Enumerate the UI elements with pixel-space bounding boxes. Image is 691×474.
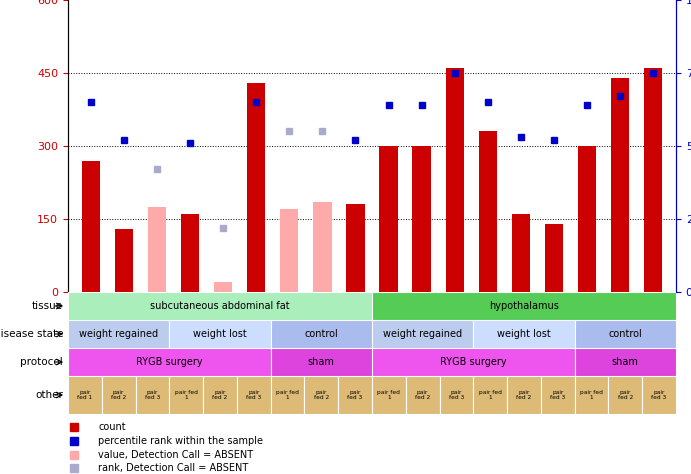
Bar [346, 204, 365, 292]
Bar [611, 78, 629, 292]
Bar [545, 224, 563, 292]
Text: pair fed
1: pair fed 1 [175, 390, 198, 401]
Bar [203, 376, 237, 414]
Bar [479, 131, 497, 292]
Bar [247, 83, 265, 292]
Text: sham: sham [612, 357, 638, 367]
Bar [338, 376, 372, 414]
Text: weight regained: weight regained [383, 329, 462, 339]
Bar [82, 161, 100, 292]
Text: pair fed
1: pair fed 1 [479, 390, 502, 401]
Bar [642, 376, 676, 414]
Text: tissue: tissue [32, 301, 63, 311]
Bar [169, 376, 203, 414]
Bar [609, 376, 642, 414]
Bar [102, 376, 135, 414]
Text: weight regained: weight regained [79, 329, 158, 339]
Bar [575, 348, 676, 376]
Text: pair
fed 2: pair fed 2 [618, 390, 633, 401]
Bar [148, 207, 167, 292]
Bar [271, 376, 305, 414]
Bar [68, 348, 271, 376]
Bar [406, 376, 439, 414]
Text: percentile rank within the sample: percentile rank within the sample [98, 436, 263, 446]
Text: other: other [35, 390, 63, 400]
Bar [68, 376, 102, 414]
Bar [271, 320, 372, 348]
Text: RYGB surgery: RYGB surgery [136, 357, 202, 367]
Text: subcutaneous abdominal fat: subcutaneous abdominal fat [150, 301, 290, 311]
Bar [281, 209, 299, 292]
Text: count: count [98, 422, 126, 432]
Text: control: control [305, 329, 338, 339]
Text: sham: sham [308, 357, 334, 367]
Text: rank, Detection Call = ABSENT: rank, Detection Call = ABSENT [98, 463, 249, 473]
Bar [413, 146, 430, 292]
Bar [68, 292, 372, 320]
Bar [511, 214, 530, 292]
Text: pair
fed 2: pair fed 2 [415, 390, 430, 401]
Text: pair
fed 2: pair fed 2 [314, 390, 329, 401]
Text: disease state: disease state [0, 329, 63, 339]
Bar [135, 376, 169, 414]
Text: RYGB surgery: RYGB surgery [440, 357, 507, 367]
Text: protocol: protocol [20, 357, 63, 367]
Bar [439, 376, 473, 414]
Bar [507, 376, 541, 414]
Bar [473, 320, 575, 348]
Text: pair fed
1: pair fed 1 [377, 390, 400, 401]
Bar [313, 202, 332, 292]
Bar [372, 348, 575, 376]
Bar [372, 376, 406, 414]
Text: pair
fed 1: pair fed 1 [77, 390, 93, 401]
Bar [372, 320, 473, 348]
Bar [305, 376, 338, 414]
Bar [372, 292, 676, 320]
Bar [237, 376, 271, 414]
Text: pair
fed 2: pair fed 2 [516, 390, 531, 401]
Bar [379, 146, 397, 292]
Text: weight lost: weight lost [497, 329, 551, 339]
Text: pair
fed 2: pair fed 2 [111, 390, 126, 401]
Bar [115, 229, 133, 292]
Bar [446, 68, 464, 292]
Text: pair
fed 3: pair fed 3 [348, 390, 363, 401]
Bar [575, 376, 609, 414]
Bar [169, 320, 271, 348]
Bar [578, 146, 596, 292]
Text: pair
fed 3: pair fed 3 [449, 390, 464, 401]
Text: pair
fed 3: pair fed 3 [550, 390, 565, 401]
Text: weight lost: weight lost [193, 329, 247, 339]
Text: hypothalamus: hypothalamus [489, 301, 559, 311]
Text: pair
fed 3: pair fed 3 [246, 390, 261, 401]
Bar [271, 348, 372, 376]
Text: pair
fed 2: pair fed 2 [212, 390, 227, 401]
Text: pair fed
1: pair fed 1 [276, 390, 299, 401]
Text: pair fed
1: pair fed 1 [580, 390, 603, 401]
Bar [473, 376, 507, 414]
Bar [181, 214, 199, 292]
Text: pair
fed 3: pair fed 3 [145, 390, 160, 401]
Bar [575, 320, 676, 348]
Text: control: control [609, 329, 642, 339]
Text: value, Detection Call = ABSENT: value, Detection Call = ABSENT [98, 450, 254, 460]
Bar [644, 68, 662, 292]
Bar [541, 376, 575, 414]
Bar [214, 282, 232, 292]
Text: pair
fed 3: pair fed 3 [652, 390, 667, 401]
Bar [68, 320, 169, 348]
